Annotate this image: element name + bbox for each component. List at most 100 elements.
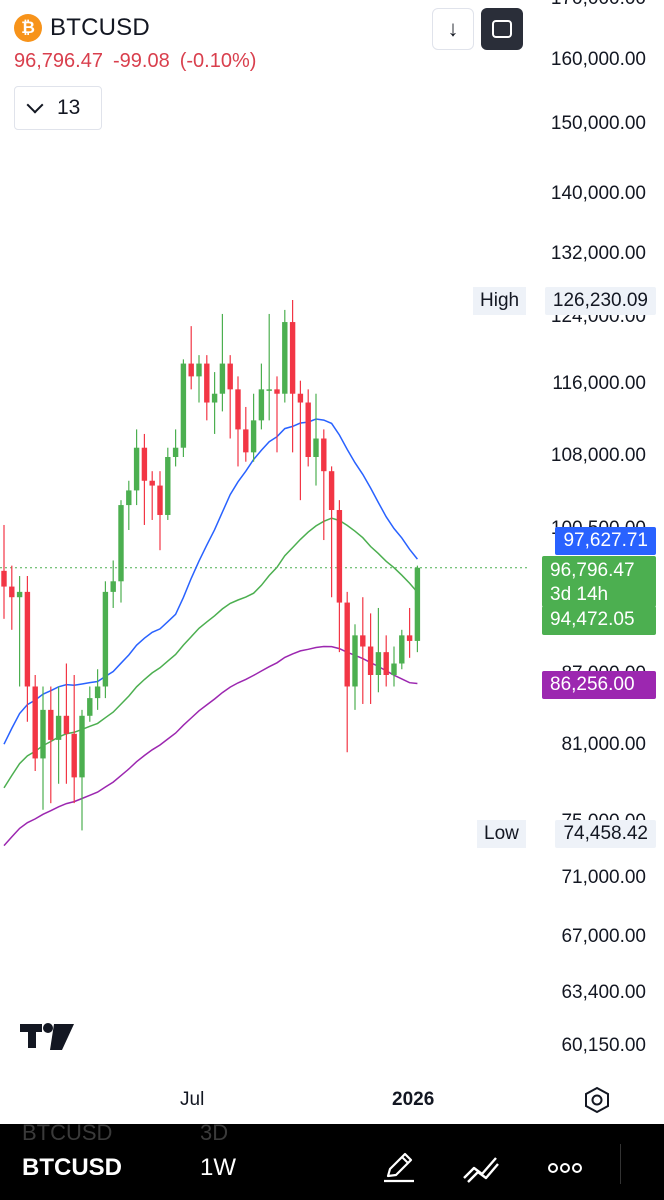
candle-down (32, 686, 38, 759)
candle-up (172, 447, 179, 457)
candle-down (71, 733, 77, 778)
bitcoin-icon: ₿ (14, 14, 42, 42)
price-axis-tick: 132,000.00 (548, 243, 648, 265)
candle-down (141, 447, 148, 481)
candle-down (157, 485, 163, 515)
candle-down (235, 389, 241, 430)
candle-down (204, 363, 210, 403)
current-price: 96,796.47 (14, 50, 103, 72)
candle-down (227, 363, 233, 390)
indicator-count: 13 (57, 96, 81, 119)
arrow-down-icon: ↓ (447, 16, 459, 41)
indicators-toggle-button[interactable]: 13 (14, 86, 102, 130)
settings-icon[interactable] (582, 1085, 612, 1115)
time-label-2026: 2026 (392, 1089, 435, 1110)
candle-down (367, 646, 374, 675)
high-value-tag: 126,230.09 (544, 287, 656, 315)
candle-up (266, 389, 272, 391)
candle-down (406, 635, 413, 641)
price-axis-tick: 140,000.00 (548, 183, 648, 205)
candle-up (250, 420, 257, 453)
candle-down (344, 602, 350, 687)
price-row: 96,796.47 -99.08 (-0.10%) (14, 50, 266, 73)
candles-group (1, 300, 421, 831)
candle-up (399, 635, 405, 664)
candle-down (336, 510, 343, 603)
candle-up (102, 591, 109, 687)
candle-up (110, 581, 116, 592)
candle-up (133, 447, 140, 491)
candle-up (211, 393, 218, 403)
price-axis-tick: 71,000.00 (559, 867, 648, 889)
price-axis-tick: 108,000.00 (548, 445, 648, 467)
candle-up (16, 591, 23, 598)
high-label: High (473, 287, 527, 315)
bottom-toolbar: BTCUSD 3D BTCUSD 1W (0, 1120, 664, 1200)
candle-down (188, 363, 194, 377)
candle-down (9, 586, 15, 598)
more-icon[interactable] (546, 1148, 584, 1186)
candle-down (63, 715, 70, 734)
price-axis-tick: 150,000.00 (548, 113, 648, 135)
chart-header: ₿ BTCUSD 96,796.47 -99.08 (-0.10%) 13 (14, 14, 266, 130)
pencil-icon[interactable] (380, 1148, 418, 1186)
candle-down (321, 438, 327, 472)
candle-up (55, 715, 62, 740)
ma-green-tag: 94,472.05 (542, 606, 656, 635)
candle-down (297, 393, 304, 403)
candle-up (414, 567, 421, 641)
price-axis-tick: 63,400.00 (559, 982, 648, 1004)
ma-blue-tag: 97,627.71 (555, 527, 656, 555)
candle-up (118, 505, 124, 582)
candle-down (289, 322, 296, 394)
price-change: -99.08 (112, 50, 170, 72)
candle-down (274, 389, 280, 394)
candle-down (24, 591, 31, 687)
chevron-down-icon (26, 96, 44, 114)
candle-up (79, 715, 85, 778)
price-axis-tick: 170,000.00 (548, 0, 648, 10)
candle-up (87, 698, 93, 716)
candle-down (360, 635, 366, 647)
fullscreen-button[interactable] (481, 8, 523, 50)
low-label: Low (477, 820, 526, 848)
candle-down (328, 471, 335, 511)
candle-up (180, 363, 187, 448)
drawing-tools-icon[interactable] (460, 1148, 502, 1186)
ma-purple-tag: 86,256.00 (542, 671, 656, 699)
toolbar-divider (620, 1144, 621, 1184)
candle-up (375, 652, 382, 675)
candle-up (258, 389, 265, 421)
bottom-interval-button[interactable]: 1W (200, 1154, 236, 1181)
ghost-symbol: BTCUSD (22, 1120, 113, 1145)
candle-down (383, 652, 389, 675)
price-axis-tick: 116,000.00 (550, 373, 648, 395)
price-axis-tick: 160,000.00 (548, 49, 648, 71)
price-axis-tick: 60,150.00 (559, 1035, 648, 1057)
candle-up (313, 438, 319, 457)
candle-down (305, 402, 311, 457)
candle-down (48, 709, 54, 740)
candle-up (40, 709, 46, 759)
ma-blue-line (3, 418, 418, 745)
time-label-jul: Jul (180, 1089, 205, 1110)
candle-up (94, 686, 101, 699)
download-button[interactable]: ↓ (432, 8, 474, 50)
candle-up (126, 490, 132, 506)
bar-countdown: 3d 14h (550, 584, 609, 605)
candle-up (391, 663, 397, 675)
price-axis-tick: 81,000.00 (559, 734, 648, 756)
candle-up (219, 363, 226, 394)
candle-down (1, 570, 7, 587)
symbol-title[interactable]: BTCUSD (50, 14, 150, 41)
price-change-pct: (-0.10%) (179, 50, 257, 72)
tradingview-logo-icon (20, 1023, 74, 1050)
price-axis-tick: 67,000.00 (559, 926, 648, 948)
candle-up (196, 363, 202, 377)
low-value-tag: 74,458.42 (555, 820, 656, 848)
fullscreen-icon (492, 20, 512, 38)
last-price-value: 96,796.47 (550, 560, 635, 581)
bottom-symbol-button[interactable]: BTCUSD (22, 1154, 122, 1181)
price-chart[interactable] (0, 0, 664, 1124)
candle-down (149, 480, 155, 486)
